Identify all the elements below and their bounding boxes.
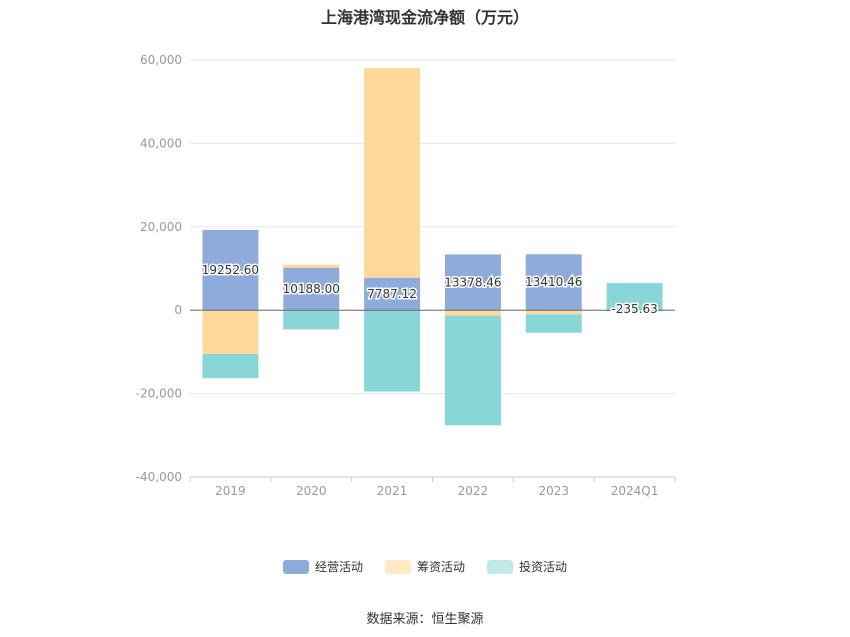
bar-investing-2024Q1[interactable] <box>606 283 663 311</box>
bar-operating-2020[interactable] <box>283 267 340 311</box>
y-tick-label: 0 <box>174 303 182 317</box>
data-label-operating-2020: 10188.00 <box>283 282 340 296</box>
y-tick-label: -20,000 <box>136 387 182 401</box>
legend-label-financing: 筹资活动 <box>416 560 465 574</box>
x-tick-label: 2024Q1 <box>611 484 659 498</box>
bar-financing-2021[interactable] <box>364 67 421 278</box>
x-tick-label: 2023 <box>538 484 569 498</box>
legend-item-operating[interactable]: 经营活动 <box>282 558 363 575</box>
bar-financing-2020[interactable] <box>283 264 340 268</box>
bar-investing-2023[interactable] <box>525 314 582 333</box>
x-tick-label: 2022 <box>458 484 489 498</box>
bar-operating-2021[interactable] <box>364 277 421 311</box>
bar-investing-2019[interactable] <box>202 353 259 379</box>
x-tick-label: 2019 <box>215 484 246 498</box>
data-label-operating-2021: 7787.12 <box>367 287 417 301</box>
y-tick-label: 40,000 <box>140 136 182 150</box>
data-source: 数据来源：恒生聚源 <box>366 612 484 627</box>
x-tick-label: 2021 <box>377 484 408 498</box>
legend-label-investing: 投资活动 <box>519 560 568 574</box>
data-label-operating-2019: 19252.60 <box>202 263 259 277</box>
legend-label-operating: 经营活动 <box>314 560 363 574</box>
legend-item-financing[interactable]: 筹资活动 <box>384 558 465 575</box>
legend-swatch-investing <box>487 559 513 574</box>
y-tick-label: -40,000 <box>136 470 182 484</box>
chart-title: 上海港湾现金流净额（万元） <box>320 8 529 27</box>
bar-investing-2020[interactable] <box>283 310 340 330</box>
data-label-operating-2023: 13410.46 <box>525 275 582 289</box>
legend-item-investing[interactable]: 投资活动 <box>487 558 567 575</box>
bar-financing-2023[interactable] <box>525 310 582 315</box>
bar-operating-2019[interactable] <box>202 229 259 311</box>
y-tick-label: 20,000 <box>140 220 182 234</box>
bar-operating-2022[interactable] <box>444 254 501 311</box>
legend-swatch-operating <box>282 559 309 574</box>
data-label-operating-2022: 13378.46 <box>444 275 501 289</box>
bar-financing-2022[interactable] <box>444 310 501 316</box>
legend: 经营活动 筹资活动 投资活动 <box>0 558 850 575</box>
bar-operating-2023[interactable] <box>525 254 582 311</box>
bar-investing-2022[interactable] <box>444 315 501 426</box>
bar-investing-2021[interactable] <box>364 310 421 392</box>
legend-swatch-financing <box>384 559 411 574</box>
bar-financing-2019[interactable] <box>202 310 259 354</box>
x-tick-label: 2020 <box>296 484 327 498</box>
data-label-operating-2024Q1: -235.63 <box>611 302 657 316</box>
y-tick-label: 60,000 <box>140 53 182 67</box>
